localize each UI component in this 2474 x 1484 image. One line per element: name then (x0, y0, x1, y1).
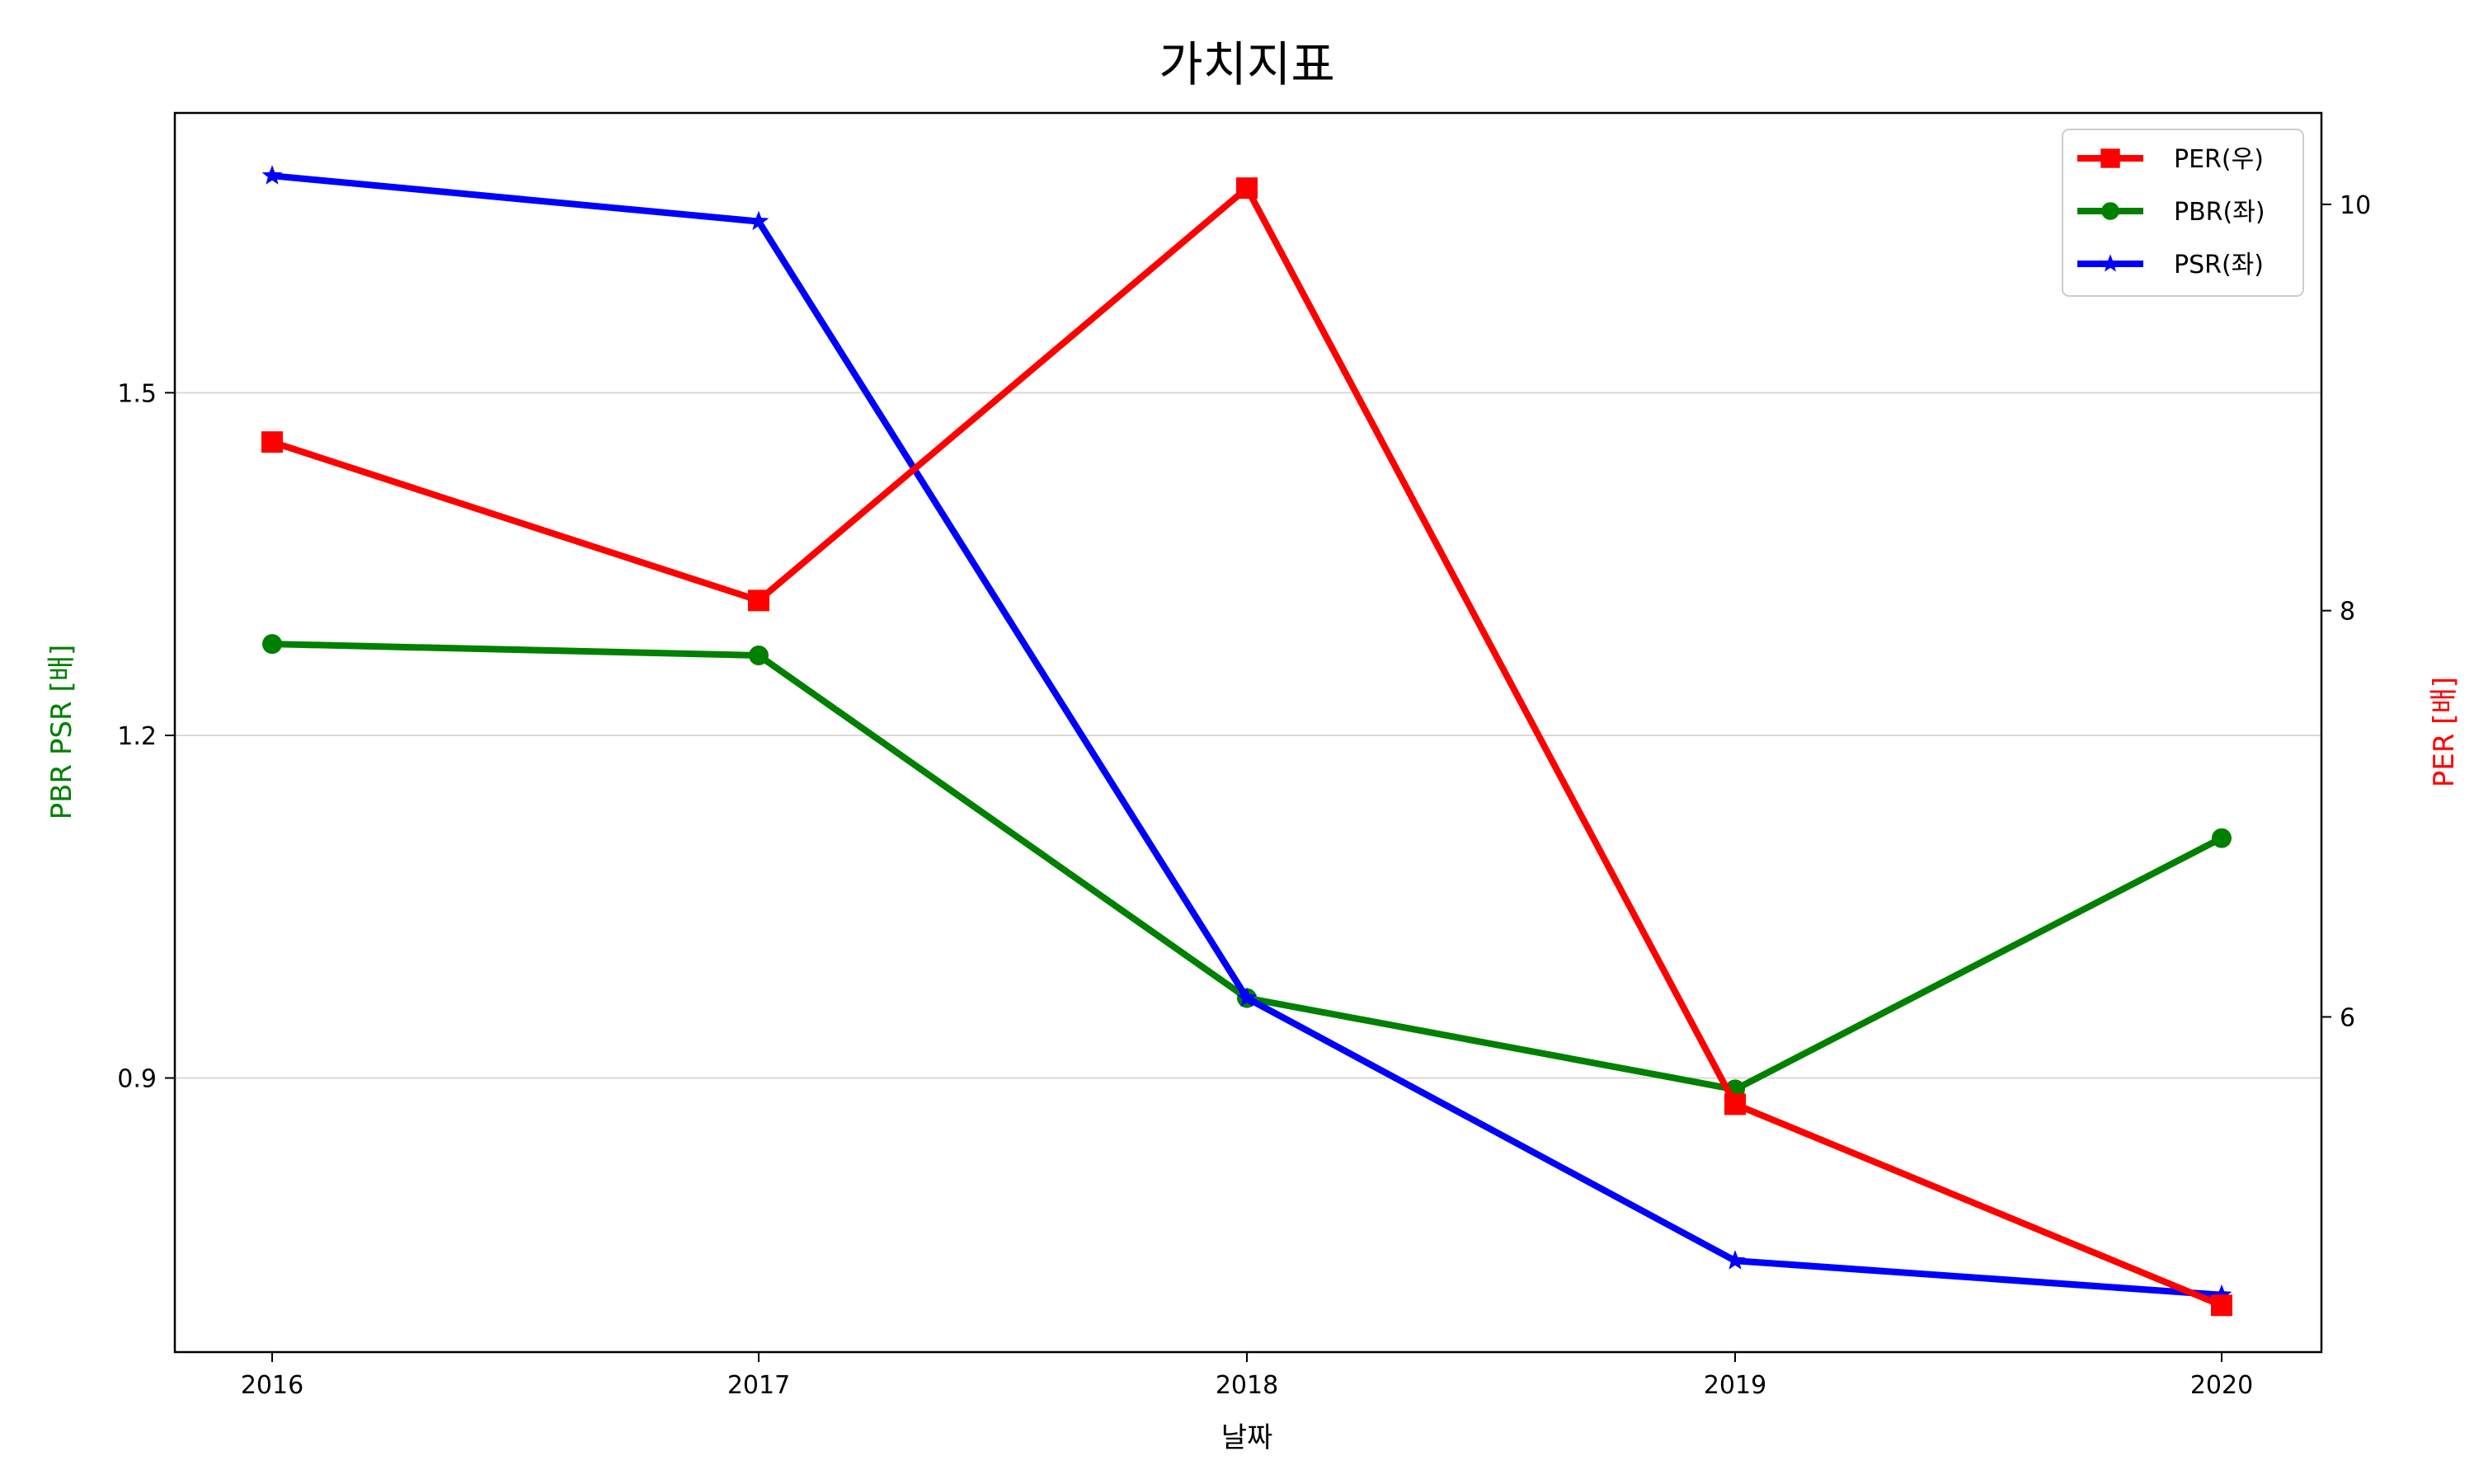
left-y-tick-label-0: 0.9 (117, 1065, 157, 1094)
series-line-PER(우) (270, 185, 2223, 1308)
data-point-PBR(좌)-2017 (749, 645, 769, 665)
legend-marker-PER(우) (2100, 148, 2120, 168)
x-tick-label-2019: 2019 (1704, 1371, 1766, 1400)
data-point-PER(우)-2016 (261, 431, 283, 453)
legend-marker-PSR(좌) (2100, 254, 2120, 272)
right-y-axis-title: PER [배] (2428, 677, 2461, 787)
data-point-PBR(좌)-2016 (262, 634, 282, 655)
data-point-PER(우)-2020 (2211, 1294, 2232, 1317)
legend-item-PSR(좌): PSR(좌) (2077, 251, 2264, 279)
legend-item-PBR(좌): PBR(좌) (2077, 198, 2265, 227)
data-point-PSR(좌)-2020 (2211, 1284, 2232, 1304)
data-point-PBR(좌)-2020 (2212, 828, 2232, 848)
series-PBR(좌) (262, 634, 2232, 1100)
left-y-tick-label-1: 1.2 (117, 722, 157, 751)
right-y-tick-label-0: 6 (2340, 1003, 2355, 1032)
legend-item-PER(우): PER(우) (2077, 145, 2264, 174)
right-y-tick-label-2: 10 (2340, 191, 2371, 220)
series-PER(우) (261, 177, 2232, 1317)
data-point-PSR(좌)-2017 (748, 210, 769, 231)
x-tick-label-2020: 2020 (2190, 1371, 2253, 1400)
series-PSR(좌) (261, 165, 2232, 1304)
chart-title: 가치지표 (1159, 36, 1334, 92)
x-tick-label-2018: 2018 (1216, 1371, 1278, 1400)
data-point-PER(우)-2018 (1236, 177, 1258, 200)
x-axis-title: 날짜 (1221, 1421, 1273, 1454)
data-point-PSR(좌)-2018 (1236, 987, 1258, 1007)
legend-frame (2062, 129, 2304, 297)
data-point-PER(우)-2019 (1724, 1093, 1746, 1115)
x-tick-label-2017: 2017 (727, 1371, 790, 1400)
legend-label-PSR(좌): PSR(좌) (2174, 251, 2264, 279)
data-point-PSR(좌)-2019 (1724, 1250, 1746, 1270)
left-y-axis-title: PBR PSR [배] (45, 645, 78, 820)
gridlines (175, 392, 2321, 1079)
right-y-tick-label-1: 8 (2340, 598, 2355, 627)
left-y-tick-label-2: 1.5 (117, 379, 157, 408)
legend: PER(우) PBR(좌) PSR(좌) (2062, 129, 2304, 297)
legend-label-PER(우): PER(우) (2174, 145, 2264, 174)
left-y-axis: 0.9 1.2 1.5 (117, 379, 175, 1094)
plot-area-frame (173, 111, 2323, 1354)
series-line-PBR(좌) (271, 641, 2223, 1093)
right-y-axis: 6 8 10 (2321, 191, 2371, 1032)
x-tick-label-2016: 2016 (241, 1371, 303, 1400)
data-point-PER(우)-2017 (748, 589, 769, 612)
legend-label-PBR(좌): PBR(좌) (2174, 198, 2265, 227)
series-layer (261, 165, 2232, 1317)
x-axis: 2016 2017 2018 2019 2020 (241, 1352, 2253, 1400)
data-point-PSR(좌)-2016 (261, 165, 283, 185)
legend-marker-PBR(좌) (2101, 202, 2119, 220)
